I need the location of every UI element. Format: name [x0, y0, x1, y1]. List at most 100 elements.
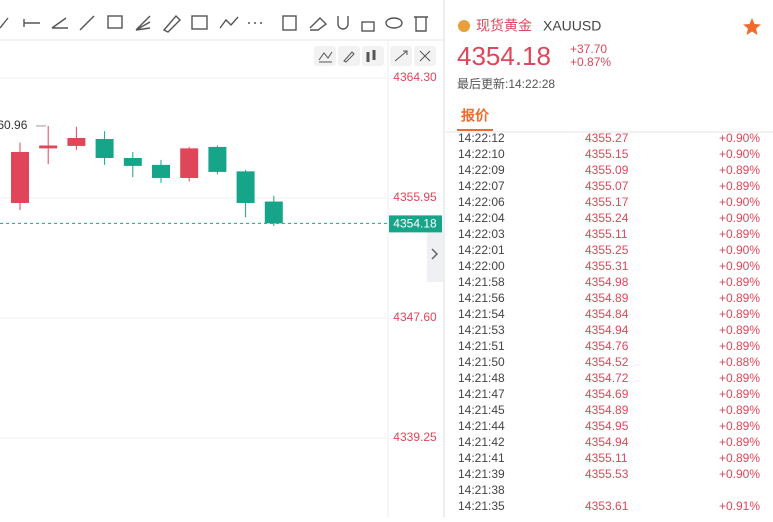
row-time: 14:22:07 [458, 179, 505, 193]
tool-icon[interactable] [337, 16, 349, 30]
row-time: 14:22:06 [458, 195, 505, 209]
row-change: +0.89% [719, 323, 760, 337]
row-time: 14:21:42 [458, 435, 505, 449]
tool-icon[interactable] [51, 17, 68, 29]
button-icon [366, 50, 376, 62]
row-time: 14:22:12 [458, 131, 505, 145]
row-change: +0.89% [719, 291, 760, 305]
row-price: 4354.52 [585, 355, 629, 369]
tool-icon[interactable] [23, 19, 40, 27]
quote-panel: 现货黄金 XAUUSD 4354.18 +37.70 +0.87% 最后更新:1… [444, 18, 773, 513]
row-price: 4355.09 [585, 163, 629, 177]
row-price: 4354.89 [585, 291, 629, 305]
candle-body [67, 138, 86, 146]
row-time: 14:21:47 [458, 387, 505, 401]
tool-icon[interactable] [107, 15, 123, 29]
row-time: 14:22:10 [458, 147, 505, 161]
candle-body [264, 201, 283, 224]
row-time: 14:21:58 [458, 275, 505, 289]
favorite-star[interactable] [743, 18, 761, 35]
candle-body [39, 145, 58, 149]
row-price: 4354.76 [585, 339, 629, 353]
row-time: 14:22:01 [458, 243, 505, 257]
row-price: 4353.61 [585, 499, 629, 513]
tool-icon[interactable] [309, 17, 328, 31]
row-change: +0.89% [719, 339, 760, 353]
tool-icon[interactable] [282, 15, 297, 31]
row-change: +0.89% [719, 227, 760, 241]
row-change: +0.90% [719, 147, 760, 161]
toolbar [0, 0, 444, 40]
tool-icon[interactable] [191, 15, 208, 30]
quote-symbol: XAUUSD [543, 18, 601, 34]
row-change: +0.90% [719, 131, 760, 145]
candle-body [152, 164, 170, 178]
row-price: 4355.24 [585, 211, 629, 225]
tab-underline [457, 129, 493, 131]
tool-icon[interactable] [414, 16, 428, 32]
row-time: 14:21:56 [458, 291, 505, 305]
tool-icon[interactable] [135, 15, 151, 31]
row-time: 14:21:48 [458, 371, 505, 385]
button-icon [343, 51, 355, 63]
last-updated: 最后更新:14:22:28 [457, 76, 555, 91]
row-change: +0.89% [719, 435, 760, 449]
row-change: +0.88% [719, 355, 760, 369]
chart-buttons [314, 46, 436, 66]
tab[interactable]: 报价 [461, 108, 490, 124]
tool-icon[interactable] [219, 16, 239, 29]
row-change: +0.89% [719, 403, 760, 417]
row-change: +0.89% [719, 451, 760, 465]
row-price: 4355.11 [585, 227, 628, 241]
row-change: +0.89% [719, 163, 760, 177]
row-price: 4355.27 [585, 131, 629, 145]
scroll-arrow [431, 248, 439, 260]
y-tick-label: 4364.30 [393, 70, 437, 84]
tool-icon[interactable] [361, 21, 375, 32]
row-price: 4355.11 [585, 451, 628, 465]
tool-icon[interactable] [385, 17, 403, 29]
row-change: +0.89% [719, 307, 760, 321]
row-time: 14:22:03 [458, 227, 505, 241]
candle-body [180, 148, 199, 178]
row-time: 14:22:09 [458, 163, 505, 177]
row-price: 4355.07 [585, 179, 629, 193]
row-time: 14:21:39 [458, 467, 505, 481]
high-label: 4360.96 [0, 118, 28, 132]
row-change: +0.89% [719, 387, 760, 401]
row-price: 4354.69 [585, 387, 629, 401]
tool-icon[interactable] [162, 14, 181, 33]
quote-change-pct: +0.87% [570, 55, 611, 69]
row-price: 4354.98 [585, 275, 629, 289]
last-price-label: 4354.18 [393, 217, 437, 231]
button-icon [394, 50, 408, 62]
tool-icon[interactable] [79, 15, 95, 31]
button[interactable] [314, 46, 336, 66]
row-time: 14:21:35 [458, 499, 505, 513]
row-change: +0.89% [719, 371, 760, 385]
row-time: 14:21:54 [458, 307, 505, 321]
y-tick-label: 4339.25 [393, 430, 437, 444]
gold-icon [458, 20, 470, 32]
row-change: +0.89% [719, 419, 760, 433]
row-change: +0.90% [719, 467, 760, 481]
row-price: 4355.53 [585, 467, 629, 481]
row-price: 4355.15 [585, 147, 629, 161]
row-time: 14:21:38 [458, 483, 505, 497]
candle-body [11, 151, 29, 203]
row-time: 14:21:50 [458, 355, 505, 369]
row-time: 14:21:45 [458, 403, 505, 417]
row-price: 4355.31 [585, 259, 629, 273]
row-price: 4354.89 [585, 403, 629, 417]
tool-icon[interactable] [0, 17, 9, 29]
button-icon [419, 50, 431, 62]
button-icon [318, 51, 333, 63]
row-price: 4355.17 [585, 195, 629, 209]
candle-body [208, 146, 227, 172]
candle-body [123, 157, 142, 166]
row-change: +0.89% [719, 275, 760, 289]
row-change: +0.90% [719, 195, 760, 209]
row-change: +0.90% [719, 259, 760, 273]
row-price: 4354.94 [585, 323, 629, 337]
